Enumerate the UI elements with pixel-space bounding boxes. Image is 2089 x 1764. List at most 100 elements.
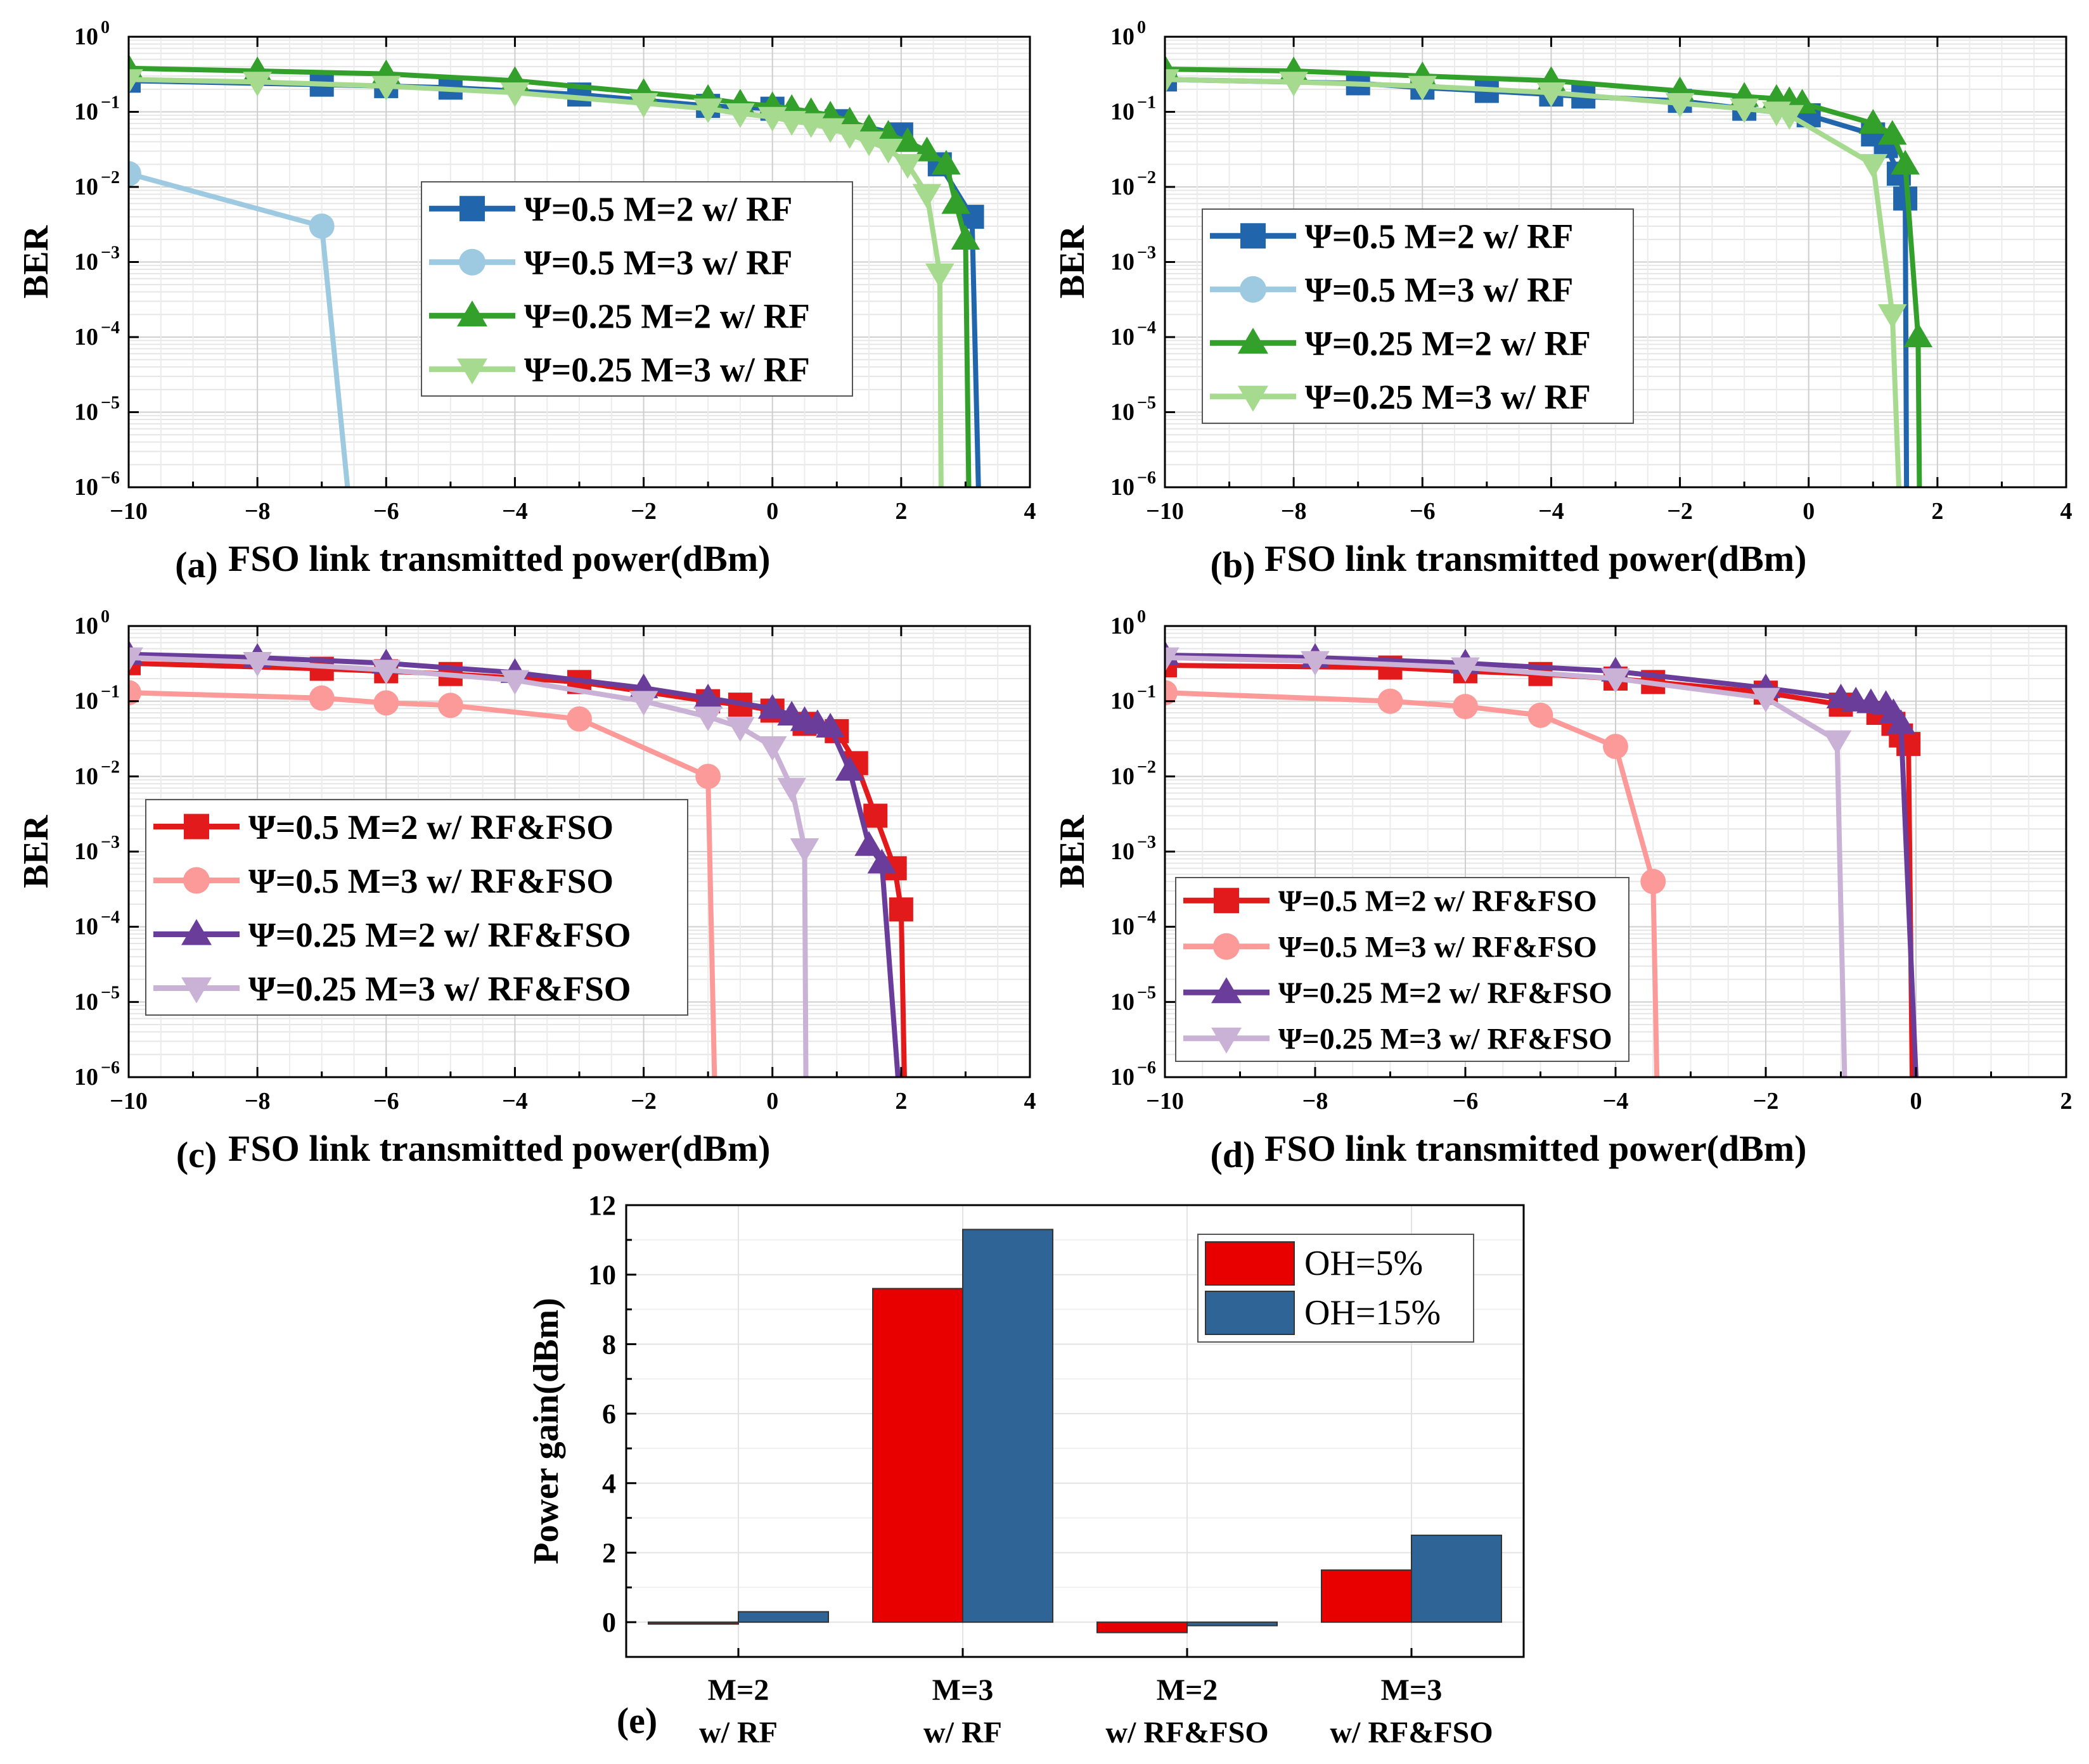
data-point [757,736,787,761]
y-tick-label: 10 −6 [1110,1058,1156,1090]
data-point [500,82,530,108]
data-point [889,897,913,922]
y-tick-label: 10 −4 [1110,318,1156,350]
data-point [867,848,897,874]
data-point [437,693,463,719]
y-tick-exponent: −3 [1137,243,1156,263]
x-tick-label: M=2 [708,1673,769,1707]
legend: Ψ=0.5 M=2 w/ RF&FSO Ψ=0.5 M=3 w/ RF&FSO Ψ=… [1175,877,1629,1062]
legend-label: OH=15% [1304,1293,1441,1333]
bar [648,1621,739,1625]
data-point [1751,687,1780,713]
x-tick-label: −6 [1410,498,1436,525]
x-tick-label: w/ RF&FSO [1330,1716,1493,1749]
y-tick-label: 10 −5 [1110,393,1156,426]
data-point [129,680,141,706]
y-tick-label: 10 −6 [74,468,120,501]
x-tick-label: 0 [1910,1088,1922,1115]
panel-label: (e) [617,1700,657,1741]
legend-label: Ψ=0.25 M=3 w/ RF&FSO [248,969,631,1008]
y-tick-exponent: −6 [1137,468,1156,488]
x-tick-label: −8 [245,498,271,525]
data-point [373,690,399,716]
x-tick-label: M=3 [1381,1673,1443,1707]
legend: OH=5% OH=15% [1197,1234,1474,1343]
plot-frame [625,1204,1525,1658]
x-axis-label: FSO link transmitted power(dBm) [1264,538,1807,579]
bar [872,1288,963,1623]
data-point [726,103,755,128]
data-point [1453,694,1478,719]
legend-label: Ψ=0.25 M=3 w/ RF [524,350,810,389]
data-point [1165,69,1179,94]
series-group [1165,54,1933,488]
legend: Ψ=0.5 M=2 w/ RF Ψ=0.5 M=3 w/ RF Ψ=0.25 M=2… [421,181,853,397]
y-tick-label: 10 −4 [74,908,120,940]
legend-swatch [1205,1291,1295,1335]
data-point [893,154,922,179]
y-tick-exponent: −2 [1137,168,1156,188]
y-tick-exponent: −6 [1137,1058,1156,1078]
y-tick-label: 10 −1 [1110,93,1156,125]
y-axis-label: BER [16,815,56,888]
x-tick-label: 2 [2060,1088,2073,1115]
x-axis-label: FSO link transmitted power(dBm) [228,1128,771,1169]
data-point [309,685,335,711]
bar [1186,1621,1278,1627]
data-point [1377,688,1403,714]
panel-label: (d) [1211,1134,1256,1175]
y-axis-label: Power gain(dBm) [527,1298,566,1564]
x-tick-label: −4 [1603,1088,1629,1115]
data-point [693,98,723,124]
x-tick-label: −2 [1667,498,1693,525]
y-tick-exponent: −3 [101,833,120,852]
y-tick-exponent: −3 [1137,833,1156,852]
y-tick-label: 10 −2 [74,168,120,200]
data-point [695,764,721,789]
x-tick-label: −6 [1453,1088,1479,1115]
x-tick-label: −8 [1281,498,1307,525]
data-point [459,248,485,276]
y-tick-label: 10 −3 [74,833,120,865]
data-point [309,214,335,239]
data-point [816,713,845,738]
y-tick-label: 0 [602,1607,616,1638]
y-tick-exponent: −1 [1137,682,1156,702]
panel-c: −10 −8 −6 −4 −2 0 2 410−610−510−410−310−210−110… [16,607,1036,1175]
bar [738,1611,829,1623]
legend-label: Ψ=0.5 M=2 w/ RF&FSO [1278,885,1597,918]
x-tick-label: −4 [502,1088,528,1115]
y-tick-exponent: −2 [1137,757,1156,777]
x-tick-label: 0 [766,1088,778,1115]
y-tick-label: 4 [602,1468,616,1499]
data-point [1213,933,1240,960]
y-tick-label: 10 −6 [74,1058,120,1090]
legend-box [421,181,853,397]
series-group [129,639,913,1078]
data-point [1238,328,1268,354]
legend: Ψ=0.5 M=2 w/ RF Ψ=0.5 M=3 w/ RF Ψ=0.25 M=2… [1202,208,1634,424]
data-point [873,120,903,145]
data-point [183,867,210,894]
y-tick-exponent: −1 [101,682,120,702]
x-tick-label: −10 [1146,1088,1184,1115]
series-group [1165,641,1921,1078]
panel-e: M=2 w/ RF M=3 w/ RF M=2 w/ RF&FSO M=3 w/ RF&FSO… [527,1190,1525,1749]
x-tick-label: M=2 [1157,1673,1218,1707]
data-point [1858,109,1888,134]
x-tick-label: −4 [502,498,528,525]
data-point [457,300,487,327]
series-group [129,53,984,488]
legend-label: OH=5% [1304,1244,1423,1283]
panel-label: (b) [1211,544,1256,585]
y-tick-exponent: −1 [1137,93,1156,113]
y-tick-exponent: −2 [101,168,120,188]
x-axis-label: FSO link transmitted power(dBm) [228,538,771,579]
legend-box [1202,208,1634,424]
data-point [1240,276,1266,303]
y-tick-exponent: −6 [101,1058,120,1078]
x-tick-label: −8 [245,1088,271,1115]
y-tick-exponent: −5 [101,393,120,413]
y-tick-label: 2 [602,1537,616,1568]
